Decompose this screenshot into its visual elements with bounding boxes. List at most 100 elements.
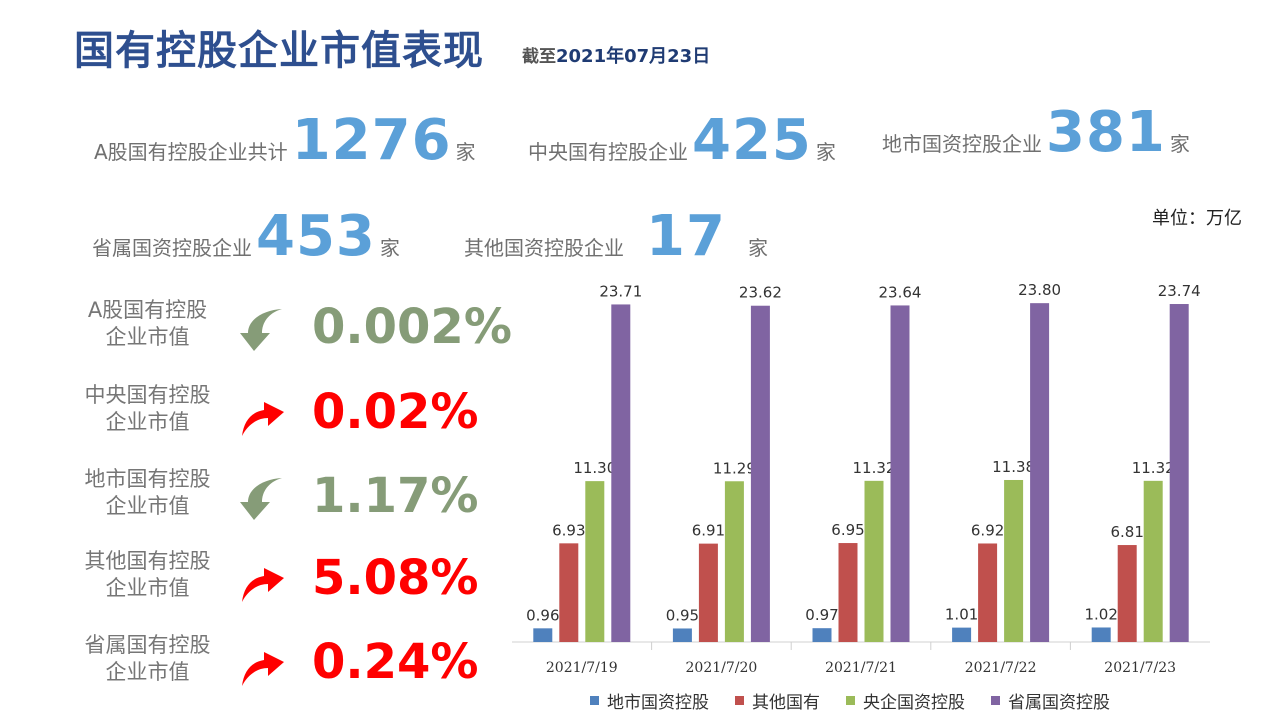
date-subtitle: 截至2021年07月23日: [522, 42, 710, 68]
change-row-a-share: A股国有控股 企业市值 0.002%: [70, 297, 512, 361]
data-label: 11.30: [573, 459, 616, 477]
up-arrow-icon: [242, 652, 284, 686]
legend-item: 省属国资控股: [991, 688, 1110, 713]
data-label: 1.02: [1084, 605, 1117, 623]
bar: [812, 628, 832, 642]
change-value: 5.08%: [312, 550, 479, 606]
stat-label: A股国有控股企业共计: [94, 140, 288, 164]
stat-municipal: 地市国资控股企业 381 家: [882, 100, 1190, 165]
data-label: 11.38: [992, 458, 1035, 476]
stat-label: 省属国资控股企业: [92, 236, 252, 260]
x-tick-label: 2021/7/20: [686, 660, 758, 676]
x-tick-label: 2021/7/19: [546, 660, 618, 676]
x-tick-label: 2021/7/21: [825, 660, 897, 676]
bar: [1117, 545, 1137, 642]
stat-provincial: 省属国资控股企业 453 家: [92, 204, 400, 269]
stat-value: 17: [646, 204, 726, 269]
data-label: 6.81: [1110, 523, 1143, 541]
data-label: 23.74: [1158, 282, 1201, 300]
bar: [1030, 303, 1050, 642]
legend-label: 地市国资控股: [607, 693, 709, 713]
change-label: 地市国有控股 企业市值: [84, 467, 211, 518]
bar: [978, 543, 998, 642]
stat-label: 中央国有控股企业: [528, 140, 688, 164]
chart-legend: 地市国资控股 其他国有 央企国资控股 省属国资控股: [590, 688, 1110, 713]
data-label: 23.62: [739, 284, 782, 302]
bar: [585, 481, 605, 642]
legend-swatch: [735, 696, 744, 705]
bar: [611, 304, 631, 642]
change-value: 0.002%: [312, 299, 512, 355]
data-label: 23.80: [1018, 281, 1061, 299]
legend-label: 央企国资控股: [863, 693, 965, 713]
stat-label: 地市国资控股企业: [882, 132, 1042, 156]
down-arrow-icon: [240, 309, 282, 351]
data-label: 0.96: [526, 606, 559, 624]
unit-note: 单位：万亿: [1152, 208, 1242, 229]
bar: [890, 305, 910, 642]
data-label: 11.32: [1132, 459, 1175, 477]
page-title: 国有控股企业市值表现: [74, 28, 484, 74]
change-label: 其他国有控股 企业市值: [84, 549, 211, 600]
change-row-central: 中央国有控股 企业市值 0.02%: [70, 382, 500, 446]
legend-swatch: [991, 696, 1000, 705]
stat-central: 中央国有控股企业 425 家: [528, 108, 836, 173]
legend-swatch: [846, 696, 855, 705]
bar: [1143, 480, 1163, 642]
data-label: 11.32: [853, 459, 896, 477]
data-label: 1.01: [945, 606, 978, 624]
stat-value: 381: [1046, 100, 1166, 165]
stat-unit: 家: [815, 140, 836, 164]
stat-total: A股国有控股企业共计 1276 家: [94, 108, 476, 173]
bar: [1004, 479, 1024, 642]
legend-item: 央企国资控股: [846, 688, 965, 713]
change-label: A股国有控股 企业市值: [87, 298, 208, 349]
data-label: 6.95: [831, 521, 864, 539]
stat-unit: 家: [1169, 132, 1190, 156]
stat-other: 其他国资控股企业 17 家: [464, 204, 768, 269]
change-value: 0.24%: [312, 634, 479, 690]
stat-label: 其他国资控股企业: [464, 236, 624, 260]
market-value-bar-chart: 0.96 6.93 11.30 23.71 2021/7/19 0.95 6.91 11.29…: [512, 281, 1210, 676]
bar: [1169, 304, 1189, 642]
data-label: 23.71: [599, 282, 642, 300]
bar: [559, 543, 579, 642]
data-label: 6.93: [552, 521, 585, 539]
subtitle-date: 2021年07月23日: [556, 46, 711, 67]
legend-label: 省属国资控股: [1008, 693, 1110, 713]
up-arrow-icon: [242, 568, 284, 602]
down-arrow-icon: [240, 478, 282, 520]
bar: [864, 480, 884, 642]
bar: [838, 543, 858, 642]
change-row-provincial: 省属国有控股 企业市值 0.24%: [70, 632, 500, 696]
bar: [672, 628, 692, 642]
legend-item: 地市国资控股: [590, 688, 709, 713]
stat-value: 425: [692, 108, 812, 173]
data-label: 0.95: [666, 606, 699, 624]
data-label: 11.29: [713, 459, 756, 477]
legend-swatch: [590, 696, 599, 705]
change-label: 省属国有控股 企业市值: [84, 633, 211, 684]
x-tick-label: 2021/7/23: [1104, 660, 1176, 676]
bar: [698, 543, 718, 642]
change-row-other: 其他国有控股 企业市值 5.08%: [70, 548, 500, 612]
change-row-municipal: 地市国有控股 企业市值 1.17%: [70, 466, 500, 530]
legend-label: 其他国有: [752, 693, 820, 713]
bar: [952, 627, 972, 642]
change-label: 中央国有控股 企业市值: [84, 383, 211, 434]
stat-value: 453: [256, 204, 376, 269]
legend-item: 其他国有: [735, 688, 820, 713]
subtitle-prefix: 截至: [522, 47, 556, 67]
bar: [724, 481, 744, 642]
up-arrow-icon: [242, 402, 284, 436]
data-label: 23.64: [879, 283, 922, 301]
stat-unit: 家: [379, 236, 400, 260]
change-value: 0.02%: [312, 384, 479, 440]
stat-unit: 家: [747, 236, 768, 260]
bar: [1091, 627, 1111, 642]
bar: [533, 628, 553, 642]
bar: [750, 305, 770, 642]
data-label: 6.92: [971, 521, 1004, 539]
x-tick-label: 2021/7/22: [965, 660, 1037, 676]
data-label: 0.97: [805, 606, 838, 624]
